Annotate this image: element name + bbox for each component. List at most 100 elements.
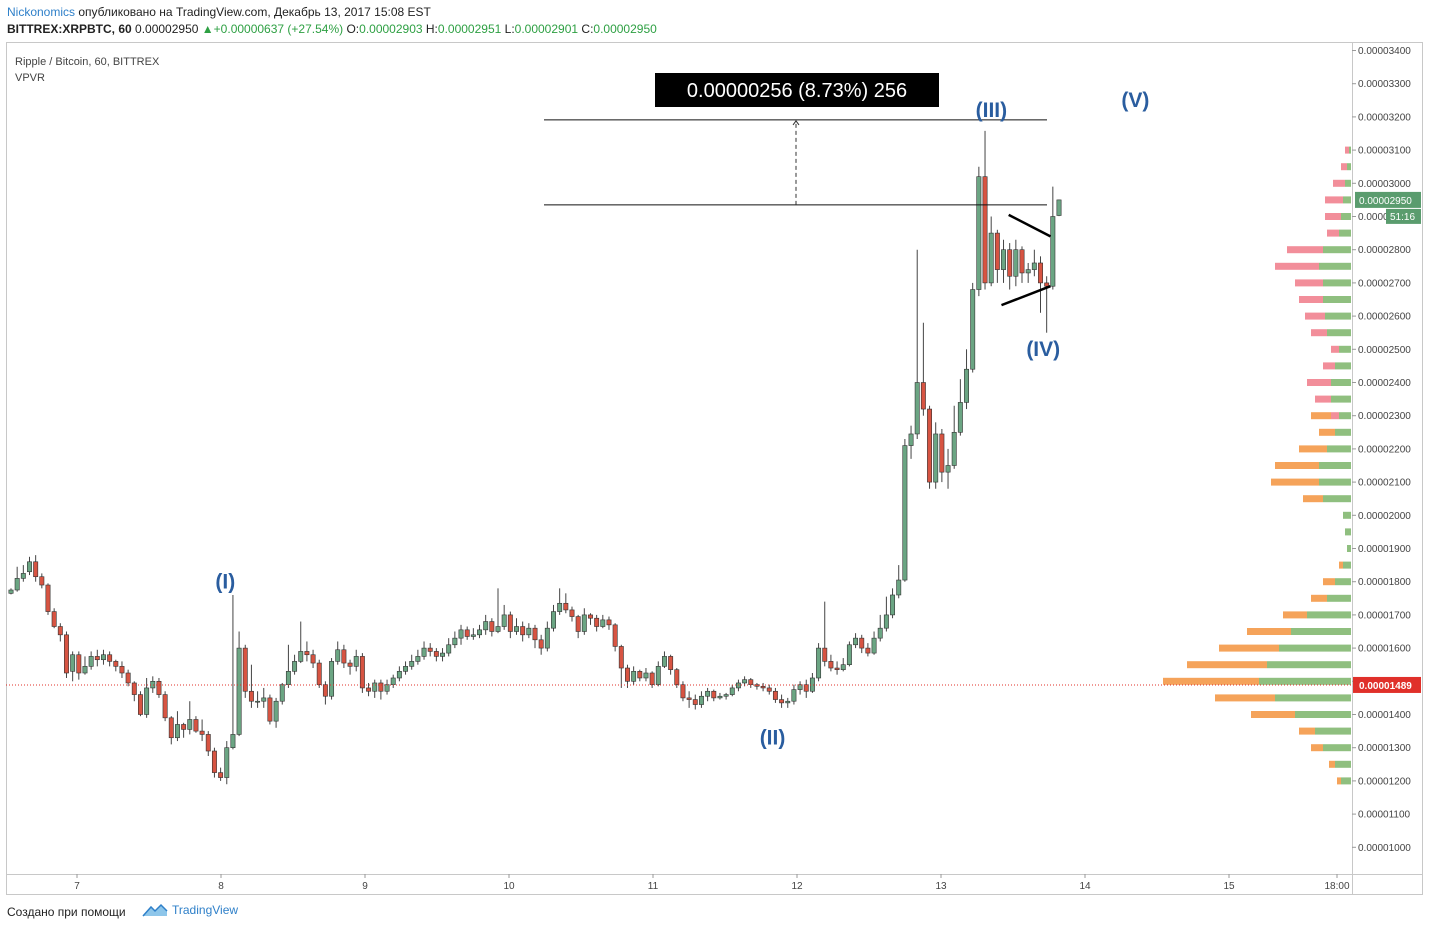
- candle-body: [113, 661, 119, 667]
- candle-up: [717, 692, 723, 700]
- candle-up: [396, 666, 402, 682]
- volume-bar-up: [1331, 395, 1351, 403]
- candle-body: [834, 667, 840, 670]
- candle-up: [1050, 186, 1056, 290]
- candle-down: [1038, 256, 1043, 313]
- candle-down: [760, 682, 766, 692]
- candle-up: [255, 691, 261, 708]
- time-axis[interactable]: 7 8 9 10 11 12 13 14 15 18:00: [74, 874, 1350, 892]
- candle-body: [1056, 199, 1062, 216]
- candle-down: [538, 634, 544, 655]
- candle-body: [951, 431, 957, 466]
- candle-body: [255, 700, 261, 703]
- volume-bar-up: [1323, 744, 1351, 752]
- candle-up: [1025, 262, 1031, 283]
- open-value: 0.00002903: [359, 22, 423, 36]
- price-tick-label: 0.00002600: [1358, 312, 1411, 323]
- candle-body: [150, 680, 156, 689]
- candle-down: [612, 623, 618, 652]
- candle-up: [551, 604, 556, 632]
- time-tick-label: 18:00: [1324, 881, 1349, 892]
- time-tick-label: 10: [503, 881, 515, 892]
- candle-body: [686, 697, 692, 700]
- candle-down: [57, 623, 63, 642]
- time-tick-label: 11: [648, 881, 659, 892]
- candle-up: [729, 684, 735, 697]
- candle-down: [920, 322, 926, 416]
- candle-body: [945, 465, 951, 473]
- candle-down: [563, 593, 569, 614]
- candle-up: [390, 674, 396, 688]
- candle-down: [939, 428, 945, 483]
- wave-label: (I): [215, 570, 235, 593]
- candle-up: [372, 679, 378, 698]
- volume-bar-up: [1343, 511, 1351, 519]
- candle-up: [840, 658, 846, 672]
- candle-body: [1019, 249, 1025, 274]
- time-tick-label: 15: [1223, 881, 1235, 892]
- candle-body: [797, 684, 803, 690]
- candle-up: [285, 644, 291, 688]
- price-tick-label: 0.00001300: [1358, 743, 1411, 754]
- candle-body: [1025, 269, 1031, 274]
- candle-body: [489, 621, 495, 632]
- volume-bar-down: [1275, 262, 1319, 270]
- price-tick-label: 0.00002000: [1358, 511, 1411, 522]
- candle-body: [698, 695, 704, 705]
- candle-up: [501, 604, 507, 630]
- candle-up: [403, 661, 408, 675]
- tradingview-link[interactable]: TradingView: [142, 902, 238, 918]
- candle-body: [865, 647, 871, 654]
- candle-body: [711, 690, 717, 699]
- candle-up: [877, 614, 883, 642]
- candle-down: [378, 679, 384, 700]
- candle-up: [292, 654, 298, 675]
- candle-up: [384, 679, 390, 695]
- candle-body: [927, 408, 932, 483]
- candle-up: [797, 681, 803, 695]
- candle-body: [242, 647, 248, 692]
- candle-body: [785, 700, 791, 704]
- candle-body: [1050, 216, 1056, 287]
- author-link[interactable]: Nickonomics: [7, 5, 76, 19]
- candle-up: [458, 624, 464, 645]
- candle-up: [477, 624, 482, 639]
- red-price-badge: [1353, 676, 1421, 693]
- candle-down: [569, 606, 575, 622]
- wave-label: (II): [760, 726, 786, 749]
- candle-up: [662, 651, 667, 669]
- candle-body: [581, 614, 587, 632]
- candle-up: [261, 687, 267, 708]
- candle-body: [1007, 249, 1013, 277]
- candle-down: [131, 681, 137, 702]
- volume-bar-down: [1311, 329, 1327, 337]
- indicator-label[interactable]: VPVR: [15, 72, 45, 84]
- candle-up: [440, 648, 445, 662]
- price-tick-label: 0.00002100: [1358, 478, 1411, 489]
- volume-bar-orange: [1187, 661, 1267, 669]
- price-chart[interactable]: Ripple / Bitcoin, 60, BITTREX VPVR 0.000…: [0, 0, 1430, 897]
- candle-body: [1001, 249, 1006, 270]
- candle-body: [920, 382, 926, 410]
- low-value: 0.00002901: [514, 22, 579, 36]
- candle-body: [532, 627, 538, 641]
- candle-body: [384, 684, 390, 692]
- candle-body: [742, 679, 748, 684]
- price-tick-label: 0.00003400: [1358, 46, 1411, 57]
- candle-body: [440, 652, 445, 657]
- candle-down: [822, 601, 828, 667]
- candle-up: [273, 697, 279, 728]
- candle-body: [335, 649, 341, 662]
- candle-body: [853, 637, 859, 646]
- candle-body: [403, 666, 408, 672]
- candle-body: [470, 634, 476, 637]
- volume-bar-up: [1279, 644, 1351, 652]
- candle-up: [224, 741, 230, 785]
- candle-down: [39, 573, 45, 589]
- volume-bar-down: [1325, 213, 1341, 220]
- candle-body: [316, 662, 322, 685]
- time-tick-label: 7: [74, 881, 80, 892]
- candle-down: [310, 649, 316, 669]
- candle-up: [353, 649, 359, 672]
- price-axis[interactable]: 0.00001000 0.00001100 0.00001200 0.00001300…: [1352, 46, 1421, 854]
